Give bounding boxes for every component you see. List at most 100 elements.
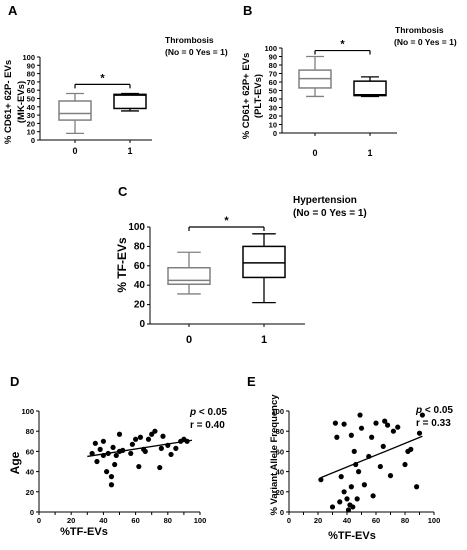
panel-a-ytick-label: 0 xyxy=(31,136,35,145)
panel-d-xtick-label: 0 xyxy=(37,516,41,525)
panel-e-ytick-label: 100 xyxy=(271,407,284,416)
panel-e-data-point xyxy=(414,484,420,490)
panel-e-data-point xyxy=(387,473,394,479)
panel-e-ytick-label: 20 xyxy=(276,488,284,497)
panel-e-data-point xyxy=(329,504,336,510)
panel-label-b: B xyxy=(243,3,252,18)
panel-e-data-point xyxy=(334,434,340,440)
panel-a: A % CD61+ 62P- EVs (MK-EVs) Thrombosis (… xyxy=(3,3,228,156)
panel-d-xtick-label: 20 xyxy=(67,516,75,525)
panel-b-ytick-label: 80 xyxy=(269,61,277,70)
panel-e-xtick-label: 0 xyxy=(287,516,291,525)
panel-d-stat-p: p < 0.05 xyxy=(189,407,227,418)
panel-e-data-point xyxy=(341,489,347,495)
panel-d-ytick-label: 100 xyxy=(21,407,34,416)
panel-e-data-point xyxy=(369,434,375,440)
panel-e-trendline xyxy=(320,435,423,479)
panel-e-data-point xyxy=(358,425,365,431)
panel-c-significance-star: * xyxy=(224,215,229,227)
panel-c-ytick-label: 60 xyxy=(134,261,146,272)
panel-d-xtick-label: 100 xyxy=(194,516,207,525)
panel-d-data-point xyxy=(128,450,134,457)
panel-b-box xyxy=(353,80,387,97)
panel-a-ytick-label: 70 xyxy=(27,78,35,87)
panel-e-ytick-label: 0 xyxy=(280,508,284,517)
panel-e-stat-p: p < 0.05 xyxy=(415,405,453,416)
panel-e-data-point xyxy=(351,448,357,454)
panel-e-data-point xyxy=(373,420,379,426)
panel-b-ytick-label: 60 xyxy=(269,78,277,87)
panel-d-data-point xyxy=(112,461,118,468)
panel-d-data-point xyxy=(137,434,144,440)
panel-c-ytick-label: 20 xyxy=(134,300,146,311)
panel-e-data-point xyxy=(338,474,344,480)
panel-d-data-point xyxy=(108,474,115,480)
panel-e-ytick-label: 40 xyxy=(276,468,284,477)
panel-b-ytick-label: 20 xyxy=(269,112,277,121)
panel-d-data-point xyxy=(152,428,158,434)
panel-c-ytick-label: 80 xyxy=(134,241,146,252)
panel-a-box xyxy=(58,100,92,121)
panel-d-data-point xyxy=(120,447,126,453)
panel-e-data-point xyxy=(408,446,414,452)
panel-e-plot: 0 20 40 60 80 100 0 20 40 60 80 100 xyxy=(271,407,440,525)
panel-d-xlabel: %TF-EVs xyxy=(60,526,108,538)
panel-d-data-point xyxy=(94,458,100,465)
panel-d-ylabel: Age xyxy=(8,451,22,474)
panel-e-data-point xyxy=(345,507,352,513)
panel-b-xtick-label: 1 xyxy=(367,148,372,158)
panel-a-ytick-label: 50 xyxy=(27,95,35,104)
panel-e-data-point xyxy=(361,482,367,488)
panel-a-ytick-label: 80 xyxy=(27,70,35,79)
panel-label-a: A xyxy=(8,3,18,18)
panel-e-xlabel: %TF-EVs xyxy=(328,530,376,542)
panel-a-ytick-label: 30 xyxy=(27,111,35,120)
panel-d-plot: 0 20 40 60 80 100 0 20 40 60 80 100 xyxy=(21,407,206,525)
panel-c-plot: 0 20 40 60 80 100 0 1 * xyxy=(128,215,305,346)
panel-d-xtick-label: 60 xyxy=(131,516,139,525)
panel-d-data-point xyxy=(157,464,163,471)
panel-d-ytick-label: 20 xyxy=(26,488,34,497)
panel-d-data-point xyxy=(168,451,174,458)
panel-d-data-point xyxy=(104,469,110,475)
panel-c-ylabel: % TF-EVs xyxy=(115,237,129,293)
panel-a-box-group-0 xyxy=(58,92,92,135)
panel-c-ytick-label: 40 xyxy=(134,280,146,291)
panel-a-ytick-label: 90 xyxy=(27,61,35,70)
panel-d: D Age %TF-EVs p < 0.05 r = 0.40 0 20 40 60 8… xyxy=(8,374,227,538)
panel-e-data-point xyxy=(380,443,386,449)
panel-e-ytick-label: 80 xyxy=(276,427,284,436)
panel-d-data-point xyxy=(105,450,111,457)
panel-b-ylabel-line1: % CD61+ 62P+ EVs xyxy=(241,53,252,140)
panel-b-note-line2: (No = 0 Yes = 1) xyxy=(394,37,457,47)
panel-e-xtick-label: 60 xyxy=(372,516,380,525)
panel-a-ytick-label: 60 xyxy=(27,86,35,95)
panel-d-data-point xyxy=(173,445,179,451)
panel-e-data-point xyxy=(341,421,347,427)
panel-e-stat-r: r = 0.33 xyxy=(416,418,451,429)
panel-d-data-point xyxy=(113,452,119,459)
panel-b-ytick-label: 0 xyxy=(273,129,277,138)
panel-d-data-point xyxy=(133,436,139,442)
panel-e-data-point xyxy=(395,424,401,430)
panel-d-ytick-label: 0 xyxy=(30,508,34,517)
panel-d-data-point xyxy=(165,442,171,448)
panel-e-data-point xyxy=(419,412,425,418)
panel-d-data-point xyxy=(136,463,142,470)
panel-d-data-point xyxy=(100,452,106,459)
panel-e-data-point xyxy=(348,432,354,438)
panel-a-significance-star: * xyxy=(100,72,105,84)
panel-d-ytick-label: 60 xyxy=(26,447,34,456)
panel-a-note-line2: (No = 0 Yes = 1) xyxy=(165,47,228,57)
panel-b-ytick-label: 70 xyxy=(269,70,277,79)
panel-e-data-point xyxy=(354,496,360,502)
panel-b-box-group-0 xyxy=(298,55,332,98)
panel-d-data-point xyxy=(108,482,115,488)
panel-e-data-point xyxy=(416,430,423,436)
panel-d-data-point xyxy=(97,446,103,452)
panel-c-box xyxy=(167,266,211,285)
panel-e-data-point xyxy=(370,493,376,499)
panel-d-data-point xyxy=(142,448,148,454)
panel-e-data-point xyxy=(390,428,396,434)
